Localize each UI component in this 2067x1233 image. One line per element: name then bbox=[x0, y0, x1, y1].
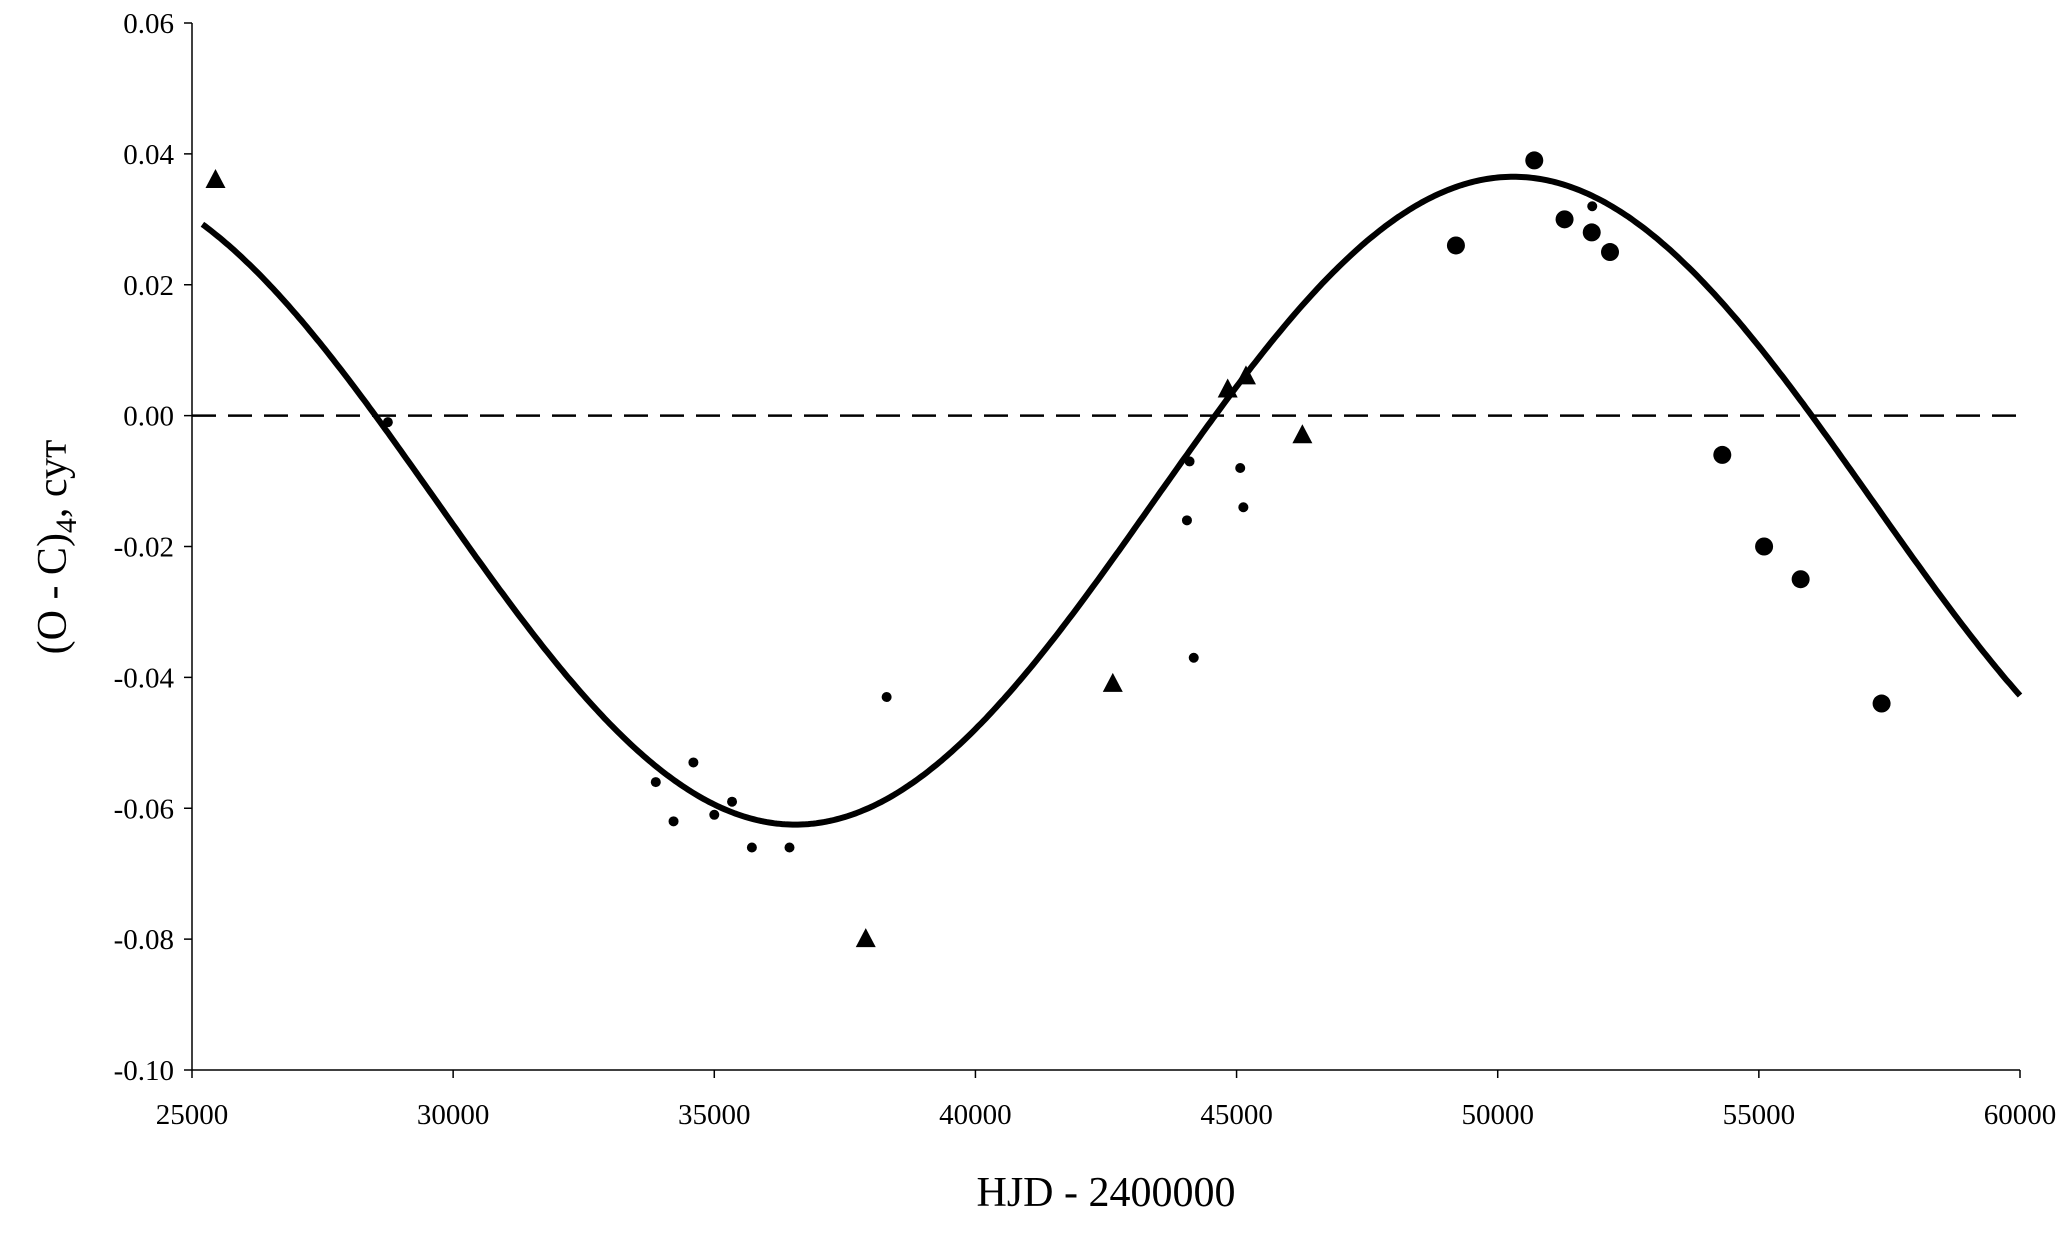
triangle-point bbox=[1235, 365, 1256, 385]
x-tick-label: 25000 bbox=[156, 1099, 229, 1131]
x-tick-label: 55000 bbox=[1723, 1099, 1796, 1131]
large-dot-point bbox=[1872, 694, 1891, 713]
y-tick-label: 0.00 bbox=[123, 401, 174, 433]
small-dot-point bbox=[1181, 515, 1192, 526]
triangle-point bbox=[1292, 424, 1313, 444]
large-dot-point bbox=[1582, 223, 1601, 242]
triangle-point bbox=[205, 169, 226, 189]
small-dot-point bbox=[1235, 462, 1246, 473]
x-tick-label: 30000 bbox=[417, 1099, 490, 1131]
large-dot-point bbox=[1755, 537, 1774, 556]
x-ticks: 25000 30000 35000 40000 45000 50000 55000 60000 bbox=[156, 1070, 2057, 1131]
y-tick-label: -0.06 bbox=[114, 793, 174, 825]
data-points bbox=[205, 151, 1891, 948]
y-axis-title-subscript: 4 bbox=[50, 518, 83, 533]
x-axis-title: HJD - 2400000 bbox=[977, 1170, 1236, 1216]
large-dot-point bbox=[1446, 236, 1465, 255]
small-dot-point bbox=[746, 842, 757, 853]
large-dot-point bbox=[1525, 151, 1544, 170]
fit-curve bbox=[200, 173, 2023, 828]
y-tick-label: -0.02 bbox=[114, 532, 174, 564]
x-tick-label: 60000 bbox=[1984, 1099, 2057, 1131]
small-dot-point bbox=[650, 777, 661, 788]
small-dot-point bbox=[1188, 652, 1199, 663]
small-dot-point bbox=[881, 692, 892, 703]
small-dot-point bbox=[727, 796, 738, 807]
y-tick-label: -0.10 bbox=[114, 1055, 174, 1087]
small-dot-point bbox=[688, 757, 699, 768]
x-tick-label: 45000 bbox=[1200, 1099, 1273, 1131]
large-dot-point bbox=[1601, 243, 1620, 262]
x-tick-label: 35000 bbox=[678, 1099, 751, 1131]
y-axis-title: (O - C)4, сут bbox=[30, 440, 83, 655]
triangle-point bbox=[1102, 672, 1123, 692]
y-tick-label: 0.04 bbox=[123, 139, 174, 171]
y-ticks: 0.06 0.04 0.02 0.00 -0.02 -0.04 -0.06 -0.08 -0.1… bbox=[114, 8, 192, 1087]
small-dot-point bbox=[1587, 201, 1598, 212]
triangle-point bbox=[1217, 378, 1238, 398]
small-dot-point bbox=[382, 417, 393, 428]
small-dot-point bbox=[668, 816, 679, 827]
small-dot-point bbox=[709, 809, 720, 820]
y-axis-title-main: (O - C) bbox=[30, 533, 76, 654]
y-tick-label: -0.04 bbox=[114, 662, 175, 694]
y-tick-label: 0.02 bbox=[123, 270, 174, 302]
x-tick-label: 50000 bbox=[1461, 1099, 1534, 1131]
small-dot-point bbox=[784, 842, 795, 853]
small-dot-point bbox=[1184, 456, 1195, 467]
x-tick-label: 40000 bbox=[939, 1099, 1012, 1131]
triangle-point bbox=[855, 928, 876, 948]
y-tick-label: -0.08 bbox=[114, 924, 174, 956]
large-dot-point bbox=[1713, 445, 1732, 464]
small-dot-point bbox=[1238, 502, 1249, 513]
large-dot-point bbox=[1791, 570, 1810, 589]
y-tick-label: 0.06 bbox=[123, 8, 174, 40]
large-dot-point bbox=[1555, 210, 1574, 229]
y-axis-title-unit: , сут bbox=[30, 440, 76, 518]
